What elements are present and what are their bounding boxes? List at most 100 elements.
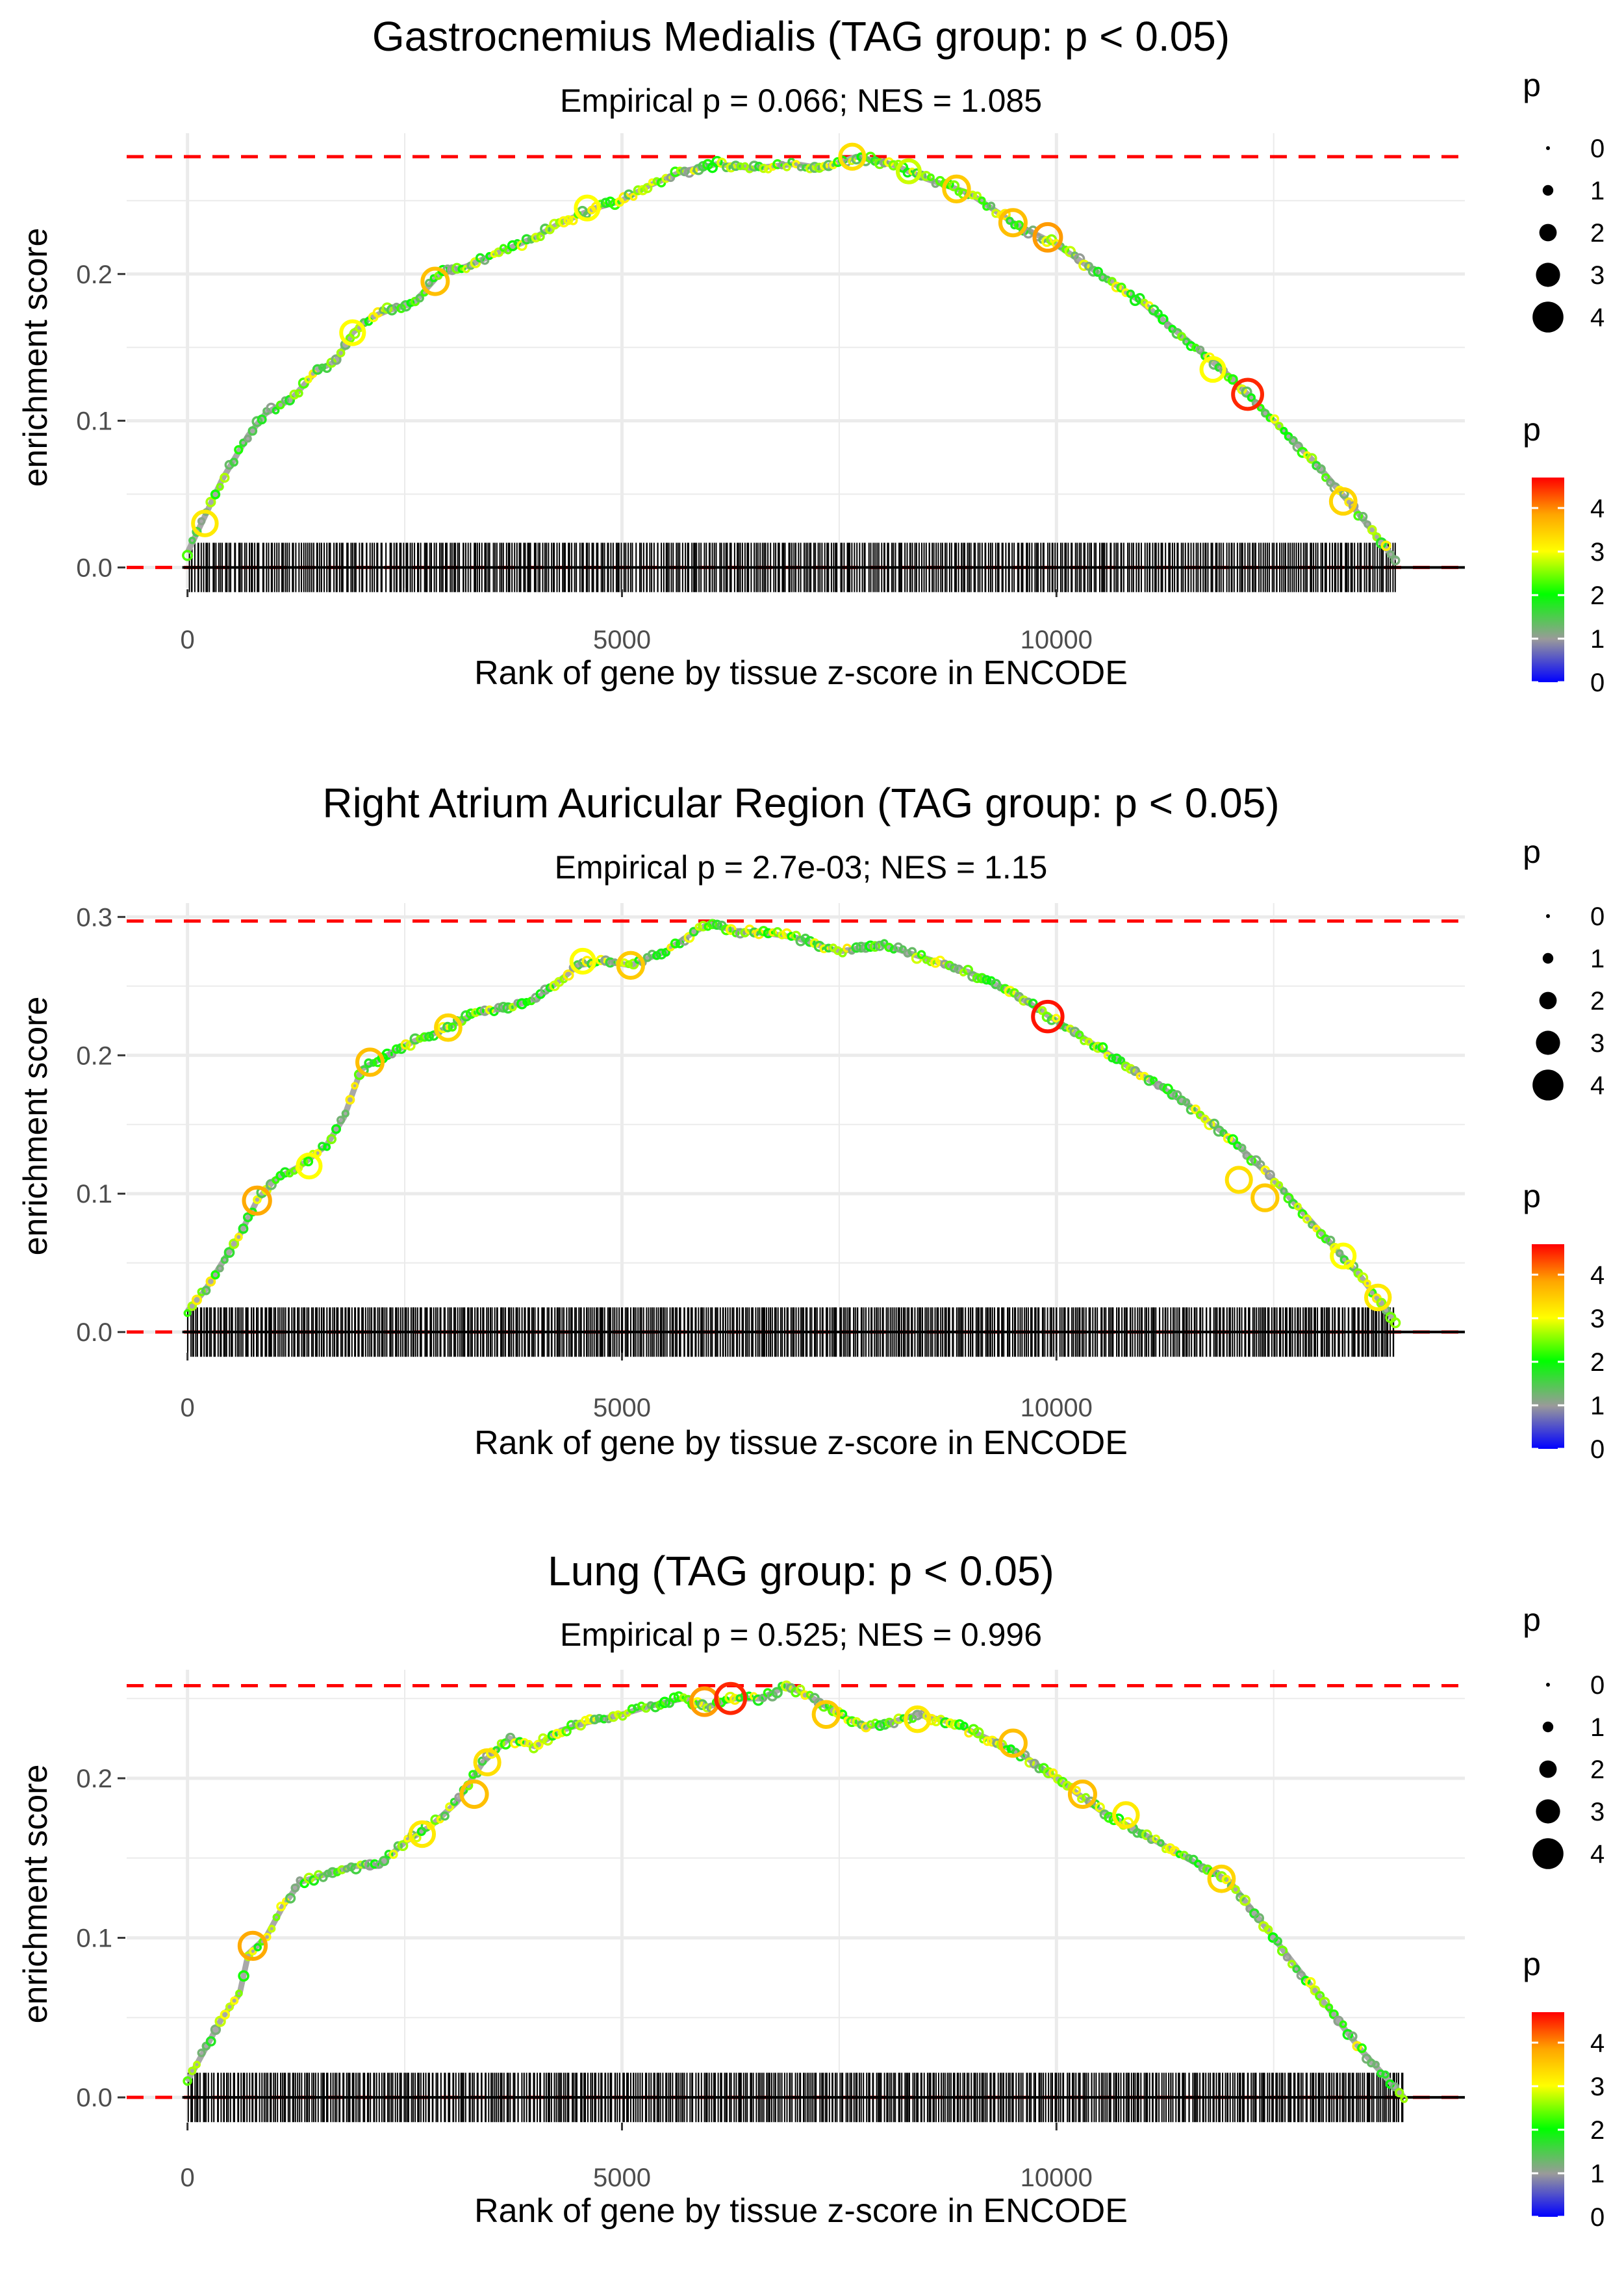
y-tick-label: 0.3 xyxy=(76,903,112,932)
gene-point xyxy=(1067,1780,1097,1809)
color-legend-label: 0 xyxy=(1590,669,1605,697)
es-curve-point xyxy=(205,496,216,507)
es-curve-point xyxy=(796,1684,806,1694)
es-curve-point xyxy=(1389,2082,1400,2091)
es-curve-point xyxy=(210,489,221,500)
color-legend-label: 3 xyxy=(1590,2073,1605,2101)
es-curve-point xyxy=(633,185,643,196)
es-curve-point xyxy=(838,949,847,958)
es-curve-point xyxy=(318,363,327,372)
es-curve-point xyxy=(676,166,684,175)
size-legend-label: 0 xyxy=(1590,1671,1605,1700)
es-curve-point xyxy=(623,1709,631,1717)
es-curve-point xyxy=(1246,1155,1257,1166)
size-legend-dot xyxy=(1542,952,1554,964)
color-legend-label: 0 xyxy=(1590,1435,1605,1464)
gene-point xyxy=(296,1153,323,1180)
size-legend-dot xyxy=(1539,991,1557,1010)
es-curve-point xyxy=(596,954,606,965)
es-curve-point xyxy=(1072,1785,1081,1795)
gene-point xyxy=(1250,1183,1280,1212)
es-curve-point xyxy=(1308,1220,1316,1229)
es-curve-point xyxy=(223,1247,235,1258)
x-tick-label: 10000 xyxy=(1021,2164,1093,2192)
size-legend-dot xyxy=(1536,1030,1560,1055)
es-curve-point xyxy=(1004,986,1016,997)
es-curve-point xyxy=(272,1913,281,1921)
es-curve-point xyxy=(673,1691,685,1702)
es-curve-point xyxy=(290,1883,300,1893)
es-curve-point xyxy=(1336,1249,1344,1258)
es-curve-point xyxy=(238,1970,249,1982)
color-legend-label: 1 xyxy=(1590,2160,1605,2188)
es-curve-point xyxy=(251,416,263,428)
gene-point xyxy=(1032,222,1063,253)
es-curve-point xyxy=(461,1010,472,1022)
gene-point xyxy=(616,951,646,980)
y-tick-label: 0.0 xyxy=(76,554,112,582)
x-tick-label: 5000 xyxy=(593,626,651,654)
es-curve-point xyxy=(1273,1936,1282,1946)
color-legend: 4 3 2 1 0 xyxy=(1532,1244,1605,1464)
gene-point xyxy=(1328,487,1358,516)
es-curve-point xyxy=(1263,1925,1273,1934)
es-curve-point xyxy=(1316,464,1326,474)
es-curve-point xyxy=(388,1850,398,1859)
y-axis-label: enrichment score xyxy=(17,228,55,487)
es-curve-point xyxy=(1265,413,1275,422)
size-legend-dot xyxy=(1542,185,1554,196)
es-curve-point xyxy=(647,949,657,959)
es-curve-point xyxy=(661,947,670,957)
es-curve-point xyxy=(1330,1242,1340,1253)
es-curve-point xyxy=(1261,409,1270,418)
color-legend: 4 3 2 1 0 xyxy=(1532,2012,1605,2232)
y-tick-label: 0.0 xyxy=(76,1318,112,1347)
chart-subtitle: Empirical p = 2.7e-03; NES = 1.15 xyxy=(555,849,1048,886)
es-curve-point xyxy=(814,162,824,173)
gene-point xyxy=(237,1930,268,1961)
es-curve-point xyxy=(1126,289,1136,298)
es-curve-point xyxy=(605,957,616,968)
es-curve-point xyxy=(210,2024,222,2036)
es-curve-point xyxy=(650,1702,661,1713)
es-curve-point xyxy=(666,173,676,183)
gene-point xyxy=(1330,1242,1357,1270)
size-legend-dot xyxy=(1542,1721,1554,1733)
size-legend: 0 1 2 3 4 xyxy=(1532,134,1605,333)
gene-point xyxy=(811,1700,841,1729)
es-curve-point xyxy=(583,211,591,219)
es-curve-point xyxy=(192,526,202,537)
gene-point xyxy=(473,1748,501,1776)
gene-point xyxy=(420,266,450,296)
gene-point xyxy=(838,142,867,171)
es-curve-point xyxy=(235,1989,243,1997)
es-curve-point xyxy=(1358,511,1368,522)
color-legend-label: 2 xyxy=(1590,581,1605,610)
es-curve-point xyxy=(420,1032,429,1042)
es-curve-point xyxy=(1242,1151,1251,1160)
es-curve-point xyxy=(581,1715,590,1725)
color-legend-label: 3 xyxy=(1590,1305,1605,1333)
es-curve-point xyxy=(893,1713,904,1724)
es-curve-point xyxy=(1028,998,1038,1008)
size-legend-label: 3 xyxy=(1590,1798,1605,1826)
es-curve-point xyxy=(253,1195,262,1205)
size-legend-label: 4 xyxy=(1590,1840,1605,1869)
es-curve-point xyxy=(950,1719,960,1730)
es-curve-point xyxy=(216,483,224,491)
es-curve-point xyxy=(1275,422,1284,431)
es-curve-point xyxy=(275,400,285,410)
es-curve-point xyxy=(272,1176,280,1184)
es-curve-point xyxy=(1204,1119,1215,1131)
es-curve-point xyxy=(234,1233,243,1242)
es-curve-point xyxy=(336,1116,346,1125)
x-axis-ticks: 0 5000 10000 xyxy=(181,589,1093,654)
es-curve-point xyxy=(979,1735,987,1744)
es-curve-point xyxy=(698,921,709,932)
es-curve-point xyxy=(448,1022,457,1032)
es-curve-point xyxy=(907,947,917,956)
y-tick-label: 0.1 xyxy=(76,1924,112,1953)
gene-point xyxy=(1031,999,1065,1034)
color-bar xyxy=(1532,1244,1564,1449)
size-legend-title: p xyxy=(1523,834,1541,870)
